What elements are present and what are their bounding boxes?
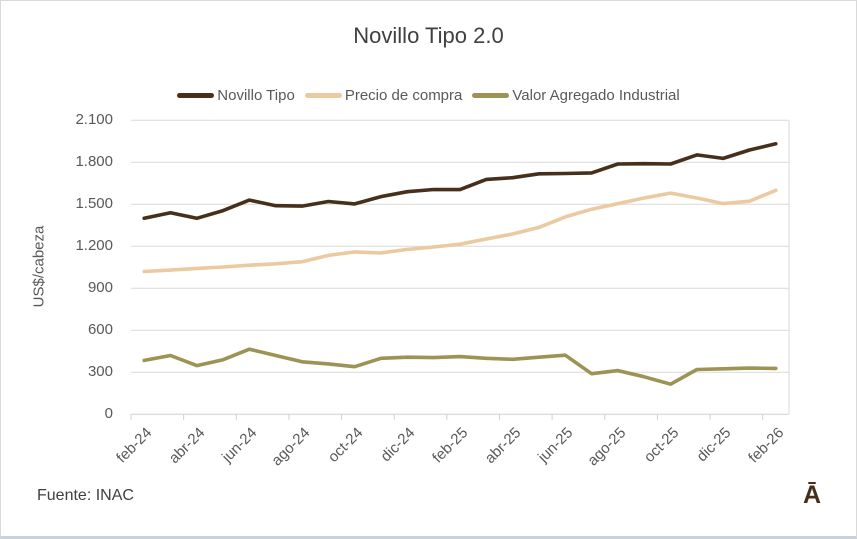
y-tick-label: 2.100 xyxy=(75,111,113,129)
legend-label: Valor Agregado Industrial xyxy=(512,87,680,104)
series-line-novillo-tipo xyxy=(142,142,778,221)
y-tick-label: 600 xyxy=(87,321,113,339)
legend-line-swatch xyxy=(304,93,342,98)
y-tick-label: 900 xyxy=(87,279,113,297)
brand-logo-mark: Ā xyxy=(803,481,822,509)
chart-title: Novillo Tipo 2.0 xyxy=(353,23,504,48)
series-line-valor-agregado-industrial xyxy=(142,347,778,387)
y-tick-label: 1.500 xyxy=(75,195,113,213)
y-tick-label: 1.800 xyxy=(75,153,113,171)
y-tick-label: 0 xyxy=(104,405,113,423)
y-tick-label: 1.200 xyxy=(75,237,113,255)
chart-legend: Novillo Tipo Precio de compra Valor Agrega… xyxy=(1,87,856,104)
y-axis-title: US$/cabeza xyxy=(30,225,48,308)
y-tick-label: 300 xyxy=(87,363,113,381)
legend-item: Valor Agregado Industrial xyxy=(472,87,680,104)
legend-line-swatch xyxy=(472,93,510,98)
series-line-precio-de-compra xyxy=(142,188,778,274)
legend-item: Novillo Tipo xyxy=(177,87,295,104)
source-note: Fuente: INAC xyxy=(37,487,134,504)
legend-item: Precio de compra xyxy=(304,87,463,104)
legend-line-swatch xyxy=(177,93,215,98)
legend-label: Precio de compra xyxy=(344,87,463,104)
legend-label: Novillo Tipo xyxy=(217,87,295,104)
